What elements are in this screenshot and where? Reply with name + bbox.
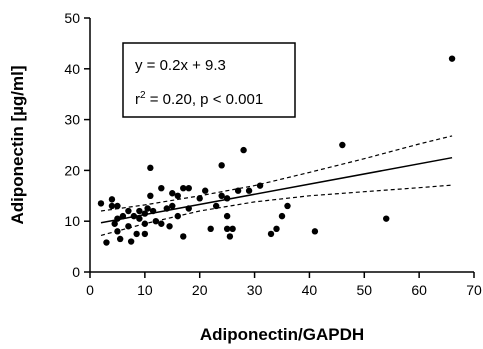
data-point [149, 207, 157, 215]
data-point [180, 184, 187, 192]
data-point [108, 202, 116, 210]
data-point [174, 212, 181, 220]
data-point [218, 192, 225, 199]
regression-line-group [100, 156, 453, 224]
data-point [125, 223, 132, 230]
data-point [144, 205, 151, 212]
y-tick-label: 0 [72, 264, 80, 280]
data-point [147, 164, 154, 172]
x-tick-label: 10 [137, 282, 153, 298]
regression-stats: r2 = 0.20, p < 0.001 [135, 90, 263, 108]
x-tick-label: 50 [356, 282, 372, 298]
data-point [119, 212, 127, 220]
data-point [273, 225, 280, 233]
confidence-band-lower [100, 184, 453, 236]
data-point [133, 230, 140, 238]
regression-equation: y = 0.2x + 9.3 [135, 57, 226, 74]
data-point [218, 162, 225, 169]
x-tick-label: 70 [466, 282, 482, 298]
data-point [278, 212, 286, 220]
y-tick-label: 40 [64, 61, 80, 77]
data-point [169, 190, 176, 197]
y-axis-title: Adiponectin [µg/ml] [8, 65, 27, 224]
stats-superscript: 2 [140, 90, 146, 101]
data-point [97, 200, 105, 207]
data-point [212, 202, 220, 210]
data-point [158, 184, 165, 192]
data-point [111, 220, 118, 227]
data-point [114, 215, 121, 222]
data-point [141, 230, 149, 238]
data-point [245, 187, 253, 194]
data-point [166, 223, 173, 230]
x-tick-label: 20 [192, 282, 208, 298]
data-point [202, 187, 209, 194]
data-point [136, 215, 143, 222]
data-point [136, 207, 143, 215]
data-point [127, 238, 135, 245]
data-point [147, 192, 154, 199]
y-tick-label: 20 [64, 162, 80, 178]
data-point [226, 233, 234, 240]
data-point [448, 55, 456, 62]
data-point [152, 218, 160, 225]
data-point [158, 220, 165, 227]
y-tick-label: 30 [64, 112, 80, 128]
data-point [229, 225, 236, 233]
data-point [256, 182, 264, 189]
data-point [223, 225, 231, 233]
data-point [234, 187, 242, 194]
data-point [196, 195, 203, 202]
data-point [141, 210, 149, 217]
x-axis-title: Adiponectin/GAPDH [200, 325, 364, 344]
stats-prefix: r [135, 91, 140, 108]
x-tick-label: 40 [302, 282, 318, 298]
data-point [223, 195, 231, 202]
data-point [174, 192, 181, 199]
confidence-band-upper [100, 135, 453, 212]
data-point [339, 141, 346, 149]
data-point [116, 235, 124, 243]
data-point [163, 205, 170, 212]
annotation-box: y = 0.2x + 9.3 r2 = 0.20, p < 0.001 [122, 42, 296, 118]
data-point [180, 233, 187, 240]
data-point [130, 212, 138, 220]
data-point [169, 202, 176, 210]
data-point [141, 220, 149, 227]
data-point [223, 212, 231, 220]
annotation-frame [122, 42, 296, 118]
data-point [103, 239, 110, 246]
x-tick-label: 60 [411, 282, 427, 298]
data-point [185, 205, 192, 212]
stats-suffix: = 0.20, p < 0.001 [146, 91, 264, 108]
data-point [125, 207, 132, 215]
data-point [383, 215, 390, 222]
regression-line [100, 156, 453, 224]
data-point [207, 225, 214, 233]
y-tick-label: 50 [64, 10, 80, 26]
axes: 0 10 20 30 40 50 60 70 0 10 20 30 40 50 [64, 10, 482, 298]
data-points [97, 55, 456, 246]
data-point [114, 202, 121, 210]
data-point [284, 202, 291, 210]
y-tick-label: 10 [64, 213, 80, 229]
x-tick-label: 30 [247, 282, 263, 298]
data-point [311, 228, 319, 235]
data-point [240, 146, 247, 154]
data-point [267, 230, 275, 238]
confidence-band [100, 135, 453, 236]
data-point [114, 228, 121, 235]
data-point [185, 184, 192, 192]
x-tick-label: 0 [86, 282, 94, 298]
data-point [108, 196, 116, 203]
